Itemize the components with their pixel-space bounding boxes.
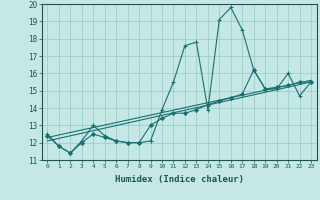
X-axis label: Humidex (Indice chaleur): Humidex (Indice chaleur) <box>115 175 244 184</box>
